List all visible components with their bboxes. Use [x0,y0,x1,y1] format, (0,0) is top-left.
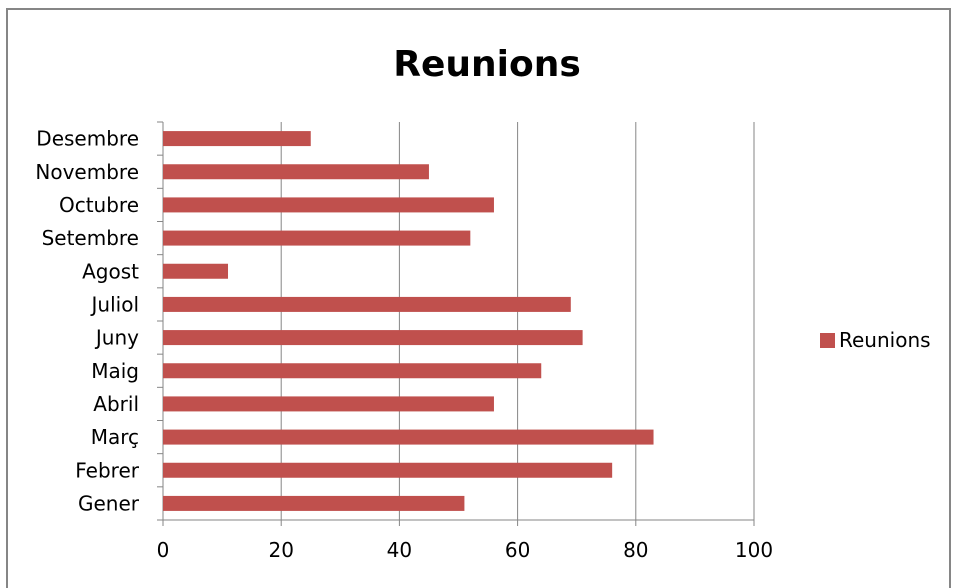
bar-agost [163,263,229,279]
bar-novembre [163,164,429,180]
x-tick-label-80: 80 [623,538,648,562]
bar-juny [163,330,583,346]
x-tick-label-60: 60 [505,538,530,562]
tick-labels: 0 20 40 60 80 100 Gener Febrer Març Abril Maig Juny… [35,127,773,562]
y-tick-label-juny: Juny [94,326,139,350]
legend-swatch [820,333,835,348]
y-tick-label-maig: Maig [91,359,139,383]
x-tick-label-20: 20 [268,538,293,562]
x-tick-label-40: 40 [387,538,412,562]
y-tick-label-abril: Abril [93,392,139,416]
legend: Reunions [820,328,931,352]
bar-octubre [163,197,494,213]
axes [157,121,755,526]
y-tick-label-setembre: Setembre [42,226,139,250]
y-tick-label-març: Març [91,425,139,449]
y-tick-label-febrer: Febrer [75,458,139,482]
bar-desembre [163,131,311,147]
bar-abril [163,396,494,412]
x-tick-label-100: 100 [735,538,773,562]
y-tick-label-desembre: Desembre [36,127,139,151]
chart-title: Reunions [393,44,581,85]
bar-juliol [163,296,571,312]
bar-febrer [163,462,613,478]
y-tick-label-agost: Agost [82,259,139,283]
legend-label-reunions: Reunions [839,328,931,352]
y-tick-label-octubre: Octubre [59,193,139,217]
bars [163,131,654,511]
gridlines [280,122,755,520]
y-tick-label-gener: Gener [78,491,140,515]
y-tick-label-juliol: Juliol [90,292,139,316]
bar-setembre [163,230,471,246]
y-tick-label-novembre: Novembre [35,160,139,184]
bar-gener [163,495,465,511]
x-tick-label-0: 0 [157,538,170,562]
bar-maig [163,363,542,379]
bar-març [163,429,654,445]
